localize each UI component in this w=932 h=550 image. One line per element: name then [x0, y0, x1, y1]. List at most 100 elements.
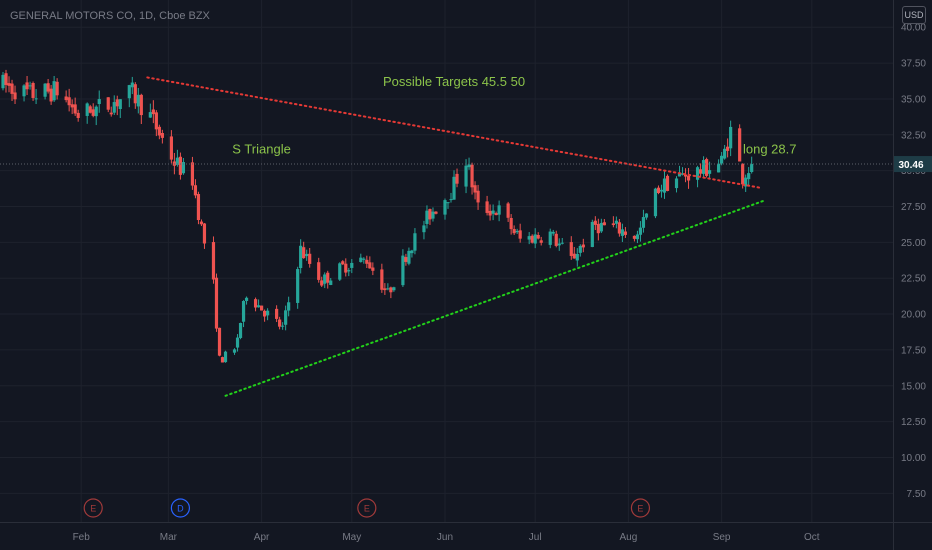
candle-body: [73, 104, 77, 114]
candle-body: [401, 255, 405, 286]
candle-body: [347, 270, 351, 272]
chart-annotation: long 28.7: [743, 141, 797, 156]
event-marker-circle: [357, 498, 377, 518]
x-tick-label: Mar: [160, 532, 178, 543]
time-axis[interactable]: Feb Mar Apr May Jun Jul Aug Sep Oct: [0, 522, 932, 544]
candle-body: [220, 357, 225, 363]
resistance-trendline: [146, 76, 762, 189]
candle-body: [115, 99, 119, 107]
candle-body: [509, 218, 513, 230]
candle-body: [287, 302, 291, 311]
candle-body: [253, 299, 258, 308]
candle-body: [596, 223, 600, 234]
candle-body: [7, 83, 11, 86]
candle-body: [623, 231, 628, 235]
candle-body: [359, 257, 363, 262]
candle-body: [497, 205, 501, 215]
candle-body: [326, 272, 330, 283]
y-tick-label: 22.50: [901, 274, 926, 285]
event-marker-label: E: [90, 504, 96, 514]
candle-body: [428, 209, 432, 220]
candle-body: [278, 319, 282, 327]
candle-body: [449, 199, 453, 201]
candle-body: [320, 280, 324, 286]
candle-body: [578, 245, 582, 253]
candle-body: [726, 146, 730, 151]
candle-body: [76, 112, 80, 118]
candle-body: [49, 88, 53, 102]
candle-body: [350, 262, 354, 268]
candle-body: [747, 173, 751, 180]
candle-body: [695, 167, 700, 180]
candle-body: [425, 210, 429, 224]
candle-body: [554, 233, 558, 246]
candle-body: [386, 288, 390, 290]
candle-body: [305, 253, 309, 257]
earnings-event-icon[interactable]: E: [357, 498, 377, 518]
candle-body: [464, 165, 468, 187]
candle-body: [701, 160, 706, 174]
y-tick-label: 35.00: [901, 94, 926, 105]
candle-body: [662, 178, 667, 193]
candle-body: [530, 235, 534, 243]
candle-body: [112, 102, 116, 113]
candle-body: [52, 81, 56, 101]
candle-body: [434, 211, 438, 214]
candle-body: [1, 74, 5, 89]
candle-body: [284, 310, 288, 325]
y-tick-label: 10.00: [901, 453, 926, 464]
candle-body: [620, 229, 624, 236]
candle-body: [85, 103, 89, 116]
candle-body: [686, 175, 691, 181]
candle-body: [178, 156, 183, 175]
candle-body: [614, 220, 618, 224]
candle-body: [653, 188, 658, 217]
price-axis[interactable]: 7.50 10.00 12.50 15.00 17.50 20.00 22.50 25.00 2…: [893, 0, 927, 550]
candle-body: [467, 164, 471, 168]
earnings-event-icon[interactable]: E: [630, 498, 651, 518]
candle-body: [34, 98, 38, 100]
candle-body: [275, 308, 279, 319]
candle-body: [175, 157, 179, 165]
candle-body: [638, 227, 643, 235]
candle-body: [139, 94, 143, 116]
candle-body: [443, 200, 447, 215]
candle-body: [67, 97, 71, 106]
candle-body: [88, 106, 92, 113]
candle-body: [308, 253, 312, 264]
candle-body: [238, 322, 243, 338]
candle-body: [214, 277, 219, 329]
x-tick-label: Jun: [437, 532, 453, 543]
candle-body: [723, 148, 727, 159]
candle-body: [265, 310, 270, 316]
candle-body: [680, 173, 685, 175]
candle-body: [154, 112, 158, 130]
candle-body: [329, 280, 333, 285]
candle-body: [148, 112, 152, 118]
candle-body: [674, 178, 679, 189]
event-marker-circle: [630, 498, 651, 518]
candle-body: [296, 269, 300, 303]
earnings-event-icon[interactable]: E: [83, 498, 103, 518]
y-tick-label: 17.50: [901, 345, 926, 356]
candle-body: [698, 169, 703, 174]
candle-body: [557, 243, 561, 246]
candle-body: [641, 217, 646, 228]
candle-body: [383, 288, 387, 291]
y-tick-label: 15.00: [901, 381, 926, 392]
currency-button[interactable]: USD: [902, 6, 926, 24]
event-marker-label: E: [364, 504, 370, 514]
candle-body: [22, 85, 26, 97]
candle-body: [302, 247, 306, 259]
dividend-event-icon[interactable]: D: [170, 498, 191, 518]
candle-body: [241, 301, 246, 322]
candle-body: [683, 174, 688, 177]
candle-body: [127, 85, 131, 99]
candle-body: [317, 262, 321, 280]
y-tick-label: 32.50: [901, 130, 926, 141]
candle-body: [572, 253, 576, 259]
candle-body: [217, 327, 222, 356]
candle-body: [431, 211, 435, 219]
